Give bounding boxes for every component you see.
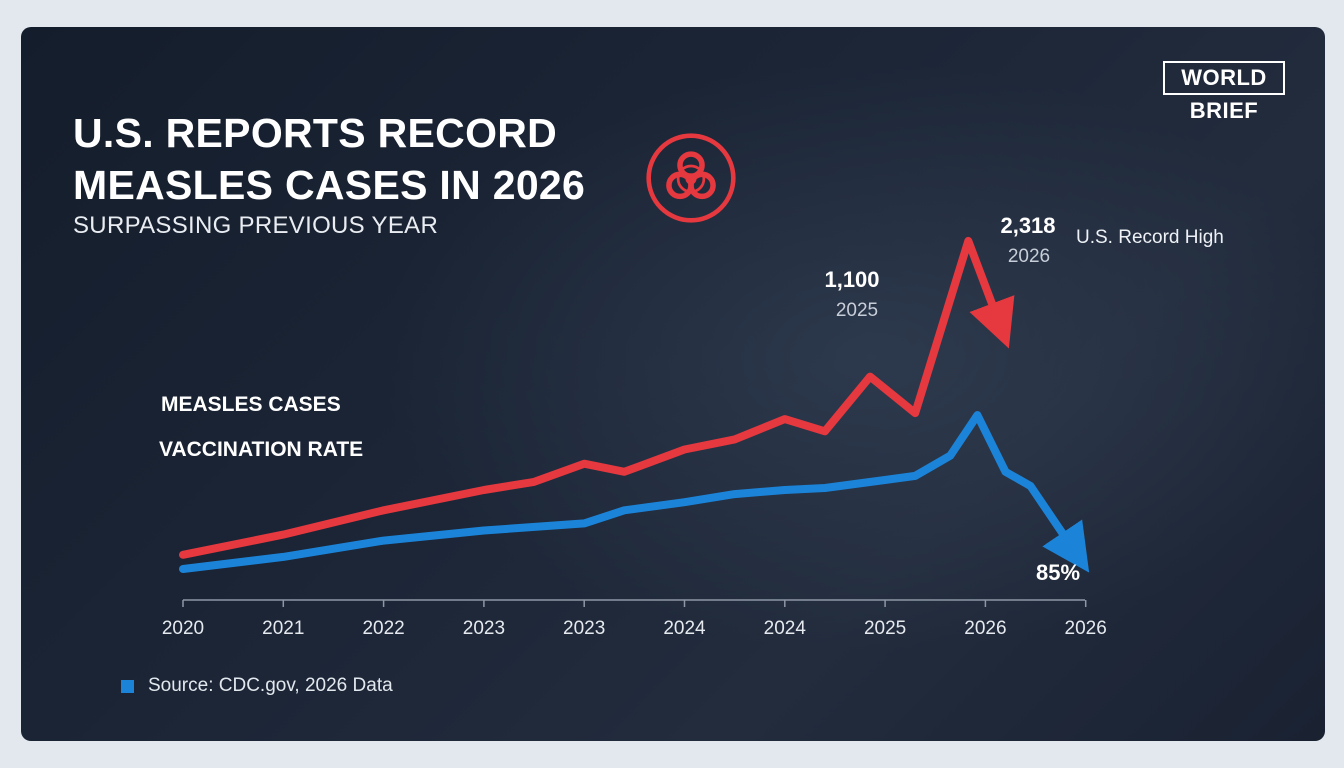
x-tick-label: 2021 (262, 618, 304, 639)
series-line-measles-cases (179, 236, 1015, 559)
source-note: Source: CDC.gov, 2026 Data (121, 675, 393, 697)
world-brief-logo: WORLD BRIEF (1163, 61, 1285, 125)
x-axis-ticks: 2020 2021 2022 2023 2023 2024 2024 2025 2026 2026 (162, 600, 1107, 639)
title-line-1: U.S. REPORTS RECORD (73, 110, 558, 156)
x-tick-label: 2023 (463, 618, 505, 639)
x-tick-label: 2020 (162, 618, 204, 639)
annotation-1100-year: 2025 (836, 300, 878, 321)
x-tick-label: 2026 (964, 618, 1006, 639)
chart-subtitle: SURPASSING PREVIOUS YEAR (73, 212, 439, 239)
legend-vaccination-rate: VACCINATION RATE (159, 438, 364, 461)
annotation-2318-year: 2026 (1008, 246, 1050, 267)
annotation-2318-value: 2,318 (1000, 213, 1055, 238)
annotation-85-percent: 85% (1036, 560, 1080, 585)
line-chart: 2020 2021 2022 2023 2023 2024 2024 2025 2026 2026… (162, 213, 1224, 639)
x-tick-label: 2026 (1065, 618, 1107, 639)
logo-brief: BRIEF (1189, 98, 1259, 123)
x-tick-label: 2023 (563, 618, 605, 639)
biohazard-icon (646, 133, 736, 223)
annotation-record-high: U.S. Record High (1076, 227, 1224, 248)
series-line-vaccination-rate (179, 411, 1090, 573)
square-marker-icon (121, 679, 134, 693)
logo-world: WORLD (1163, 61, 1285, 95)
x-tick-label: 2024 (764, 618, 807, 639)
x-tick-label: 2025 (864, 618, 906, 639)
x-tick-label: 2022 (362, 618, 404, 639)
title-line-2: MEASLES CASES IN 2026 (73, 162, 586, 208)
x-tick-label: 2024 (663, 618, 706, 639)
legend-measles-cases: MEASLES CASES (161, 393, 341, 416)
source-text: Source: CDC.gov, 2026 Data (148, 675, 393, 696)
chart-title: U.S. REPORTS RECORD MEASLES CASES IN 202… (73, 107, 585, 211)
infographic-card: U.S. REPORTS RECORD MEASLES CASES IN 202… (21, 27, 1325, 741)
annotation-1100-value: 1,100 (824, 267, 879, 292)
